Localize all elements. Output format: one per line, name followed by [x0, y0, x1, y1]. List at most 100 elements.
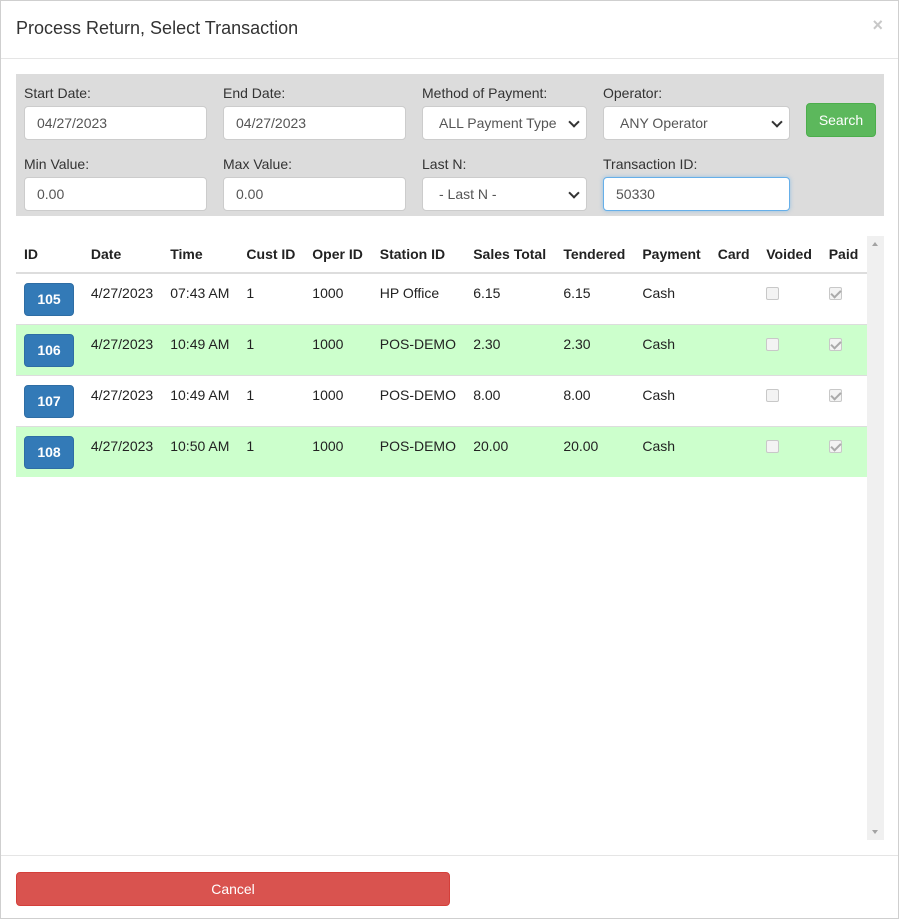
- voided-checkbox: [766, 287, 780, 300]
- transactions-table: ID Date Time Cust ID Oper ID Station ID …: [16, 236, 867, 477]
- chevron-down-icon: [771, 116, 783, 128]
- column-header-voided: Voided: [758, 236, 821, 274]
- cell-cust-id: 1: [238, 272, 305, 324]
- paid-checkbox: [828, 388, 842, 402]
- chevron-down-icon: [568, 116, 580, 128]
- cell-payment: Cash: [634, 425, 710, 477]
- table-header-row: ID Date Time Cust ID Oper ID Station ID …: [16, 236, 867, 274]
- last-n-value: - Last N -: [439, 186, 497, 202]
- end-date-group: End Date: 04/27/2023: [223, 85, 406, 140]
- search-button[interactable]: Search: [806, 103, 876, 137]
- min-value-input[interactable]: 0.00: [24, 177, 207, 211]
- cell-payment: Cash: [634, 374, 710, 426]
- transaction-id-button[interactable]: 108: [24, 435, 74, 469]
- column-header-tendered: Tendered: [555, 236, 635, 274]
- start-date-input[interactable]: 04/27/2023: [24, 106, 207, 140]
- cell-sales-total: 6.15: [465, 272, 556, 324]
- close-icon[interactable]: ×: [872, 15, 883, 35]
- voided-checkbox: [766, 337, 780, 351]
- cell-cust-id: 1: [238, 374, 305, 426]
- paid-checkbox: [828, 439, 842, 453]
- cell-time: 07:43 AM: [162, 272, 239, 324]
- column-header-date: Date: [82, 236, 163, 274]
- cell-time: 10:50 AM: [162, 425, 239, 477]
- cell-oper-id: 1000: [304, 425, 372, 477]
- start-date-label: Start Date:: [24, 85, 91, 101]
- cell-date: 4/27/2023: [82, 272, 163, 324]
- cell-oper-id: 1000: [304, 323, 372, 375]
- end-date-input[interactable]: 04/27/2023: [223, 106, 406, 140]
- max-value-label: Max Value:: [223, 156, 292, 172]
- last-n-label: Last N:: [422, 156, 467, 172]
- column-header-station-id: Station ID: [371, 236, 466, 274]
- transactions-table-container[interactable]: ID Date Time Cust ID Oper ID Station ID …: [16, 236, 867, 840]
- cell-time: 10:49 AM: [162, 374, 239, 426]
- start-date-group: Start Date: 04/27/2023: [24, 85, 207, 140]
- method-of-payment-label: Method of Payment:: [422, 85, 548, 101]
- cell-sales-total: 8.00: [465, 374, 556, 426]
- column-header-id: ID: [16, 236, 83, 274]
- method-of-payment-select[interactable]: ALL Payment Type: [422, 106, 587, 140]
- cell-time: 10:49 AM: [162, 323, 239, 375]
- table-row: 106 4/27/2023 10:49 AM 1 1000 POS-DEMO 2…: [16, 323, 867, 375]
- cell-station-id: POS-DEMO: [371, 374, 466, 426]
- table-row: 107 4/27/2023 10:49 AM 1 1000 POS-DEMO 8…: [16, 374, 867, 426]
- transaction-id-button[interactable]: 106: [24, 333, 74, 367]
- scroll-up-arrow-icon[interactable]: [872, 242, 878, 246]
- cell-date: 4/27/2023: [82, 425, 163, 477]
- transaction-id-group: Transaction ID: 50330: [603, 156, 790, 211]
- table-row: 108 4/27/2023 10:50 AM 1 1000 POS-DEMO 2…: [16, 425, 867, 477]
- method-of-payment-value: ALL Payment Type: [439, 115, 557, 131]
- cell-oper-id: 1000: [304, 374, 372, 426]
- last-n-select[interactable]: - Last N -: [422, 177, 587, 211]
- transaction-id-label: Transaction ID:: [603, 156, 698, 172]
- cancel-button[interactable]: Cancel: [16, 872, 450, 906]
- cell-date: 4/27/2023: [82, 374, 163, 426]
- cell-cust-id: 1: [238, 323, 305, 375]
- method-of-payment-group: Method of Payment: ALL Payment Type: [422, 85, 587, 140]
- cell-card: [709, 272, 759, 324]
- voided-checkbox: [766, 439, 780, 453]
- cell-station-id: POS-DEMO: [371, 425, 466, 477]
- cell-tendered: 8.00: [555, 374, 635, 426]
- min-value-label: Min Value:: [24, 156, 90, 172]
- column-header-sales-total: Sales Total: [465, 236, 556, 274]
- transaction-id-button[interactable]: 105: [24, 283, 74, 316]
- operator-select[interactable]: ANY Operator: [603, 106, 790, 140]
- modal-footer: Cancel: [1, 855, 898, 919]
- cell-station-id: HP Office: [371, 272, 466, 324]
- column-header-paid: Paid: [820, 236, 867, 274]
- cell-station-id: POS-DEMO: [371, 323, 466, 375]
- cell-sales-total: 2.30: [465, 323, 556, 375]
- transaction-id-button[interactable]: 107: [24, 384, 74, 418]
- column-header-cust-id: Cust ID: [238, 236, 305, 274]
- max-value-group: Max Value: 0.00: [223, 156, 406, 211]
- cell-payment: Cash: [634, 323, 710, 375]
- paid-checkbox: [828, 337, 842, 351]
- operator-value: ANY Operator: [620, 115, 708, 131]
- cell-tendered: 20.00: [555, 425, 635, 477]
- cell-card: [709, 323, 759, 375]
- vertical-scrollbar[interactable]: [867, 236, 884, 840]
- column-header-oper-id: Oper ID: [304, 236, 372, 274]
- filter-panel: Start Date: 04/27/2023 End Date: 04/27/2…: [16, 74, 884, 216]
- max-value-input[interactable]: 0.00: [223, 177, 406, 211]
- end-date-label: End Date:: [223, 85, 286, 101]
- last-n-group: Last N: - Last N -: [422, 156, 587, 211]
- modal-title: Process Return, Select Transaction: [16, 18, 299, 38]
- cell-tendered: 6.15: [555, 272, 635, 324]
- modal-header: Process Return, Select Transaction ×: [1, 1, 898, 59]
- cell-payment: Cash: [634, 272, 710, 324]
- cell-tendered: 2.30: [555, 323, 635, 375]
- operator-group: Operator: ANY Operator: [603, 85, 790, 140]
- cell-cust-id: 1: [238, 425, 305, 477]
- column-header-time: Time: [162, 236, 239, 274]
- scroll-down-arrow-icon[interactable]: [872, 830, 878, 834]
- transaction-id-input[interactable]: 50330: [603, 177, 790, 211]
- paid-checkbox: [828, 287, 842, 300]
- operator-label: Operator:: [603, 85, 663, 101]
- min-value-group: Min Value: 0.00: [24, 156, 207, 211]
- cell-oper-id: 1000: [304, 272, 372, 324]
- cell-card: [709, 425, 759, 477]
